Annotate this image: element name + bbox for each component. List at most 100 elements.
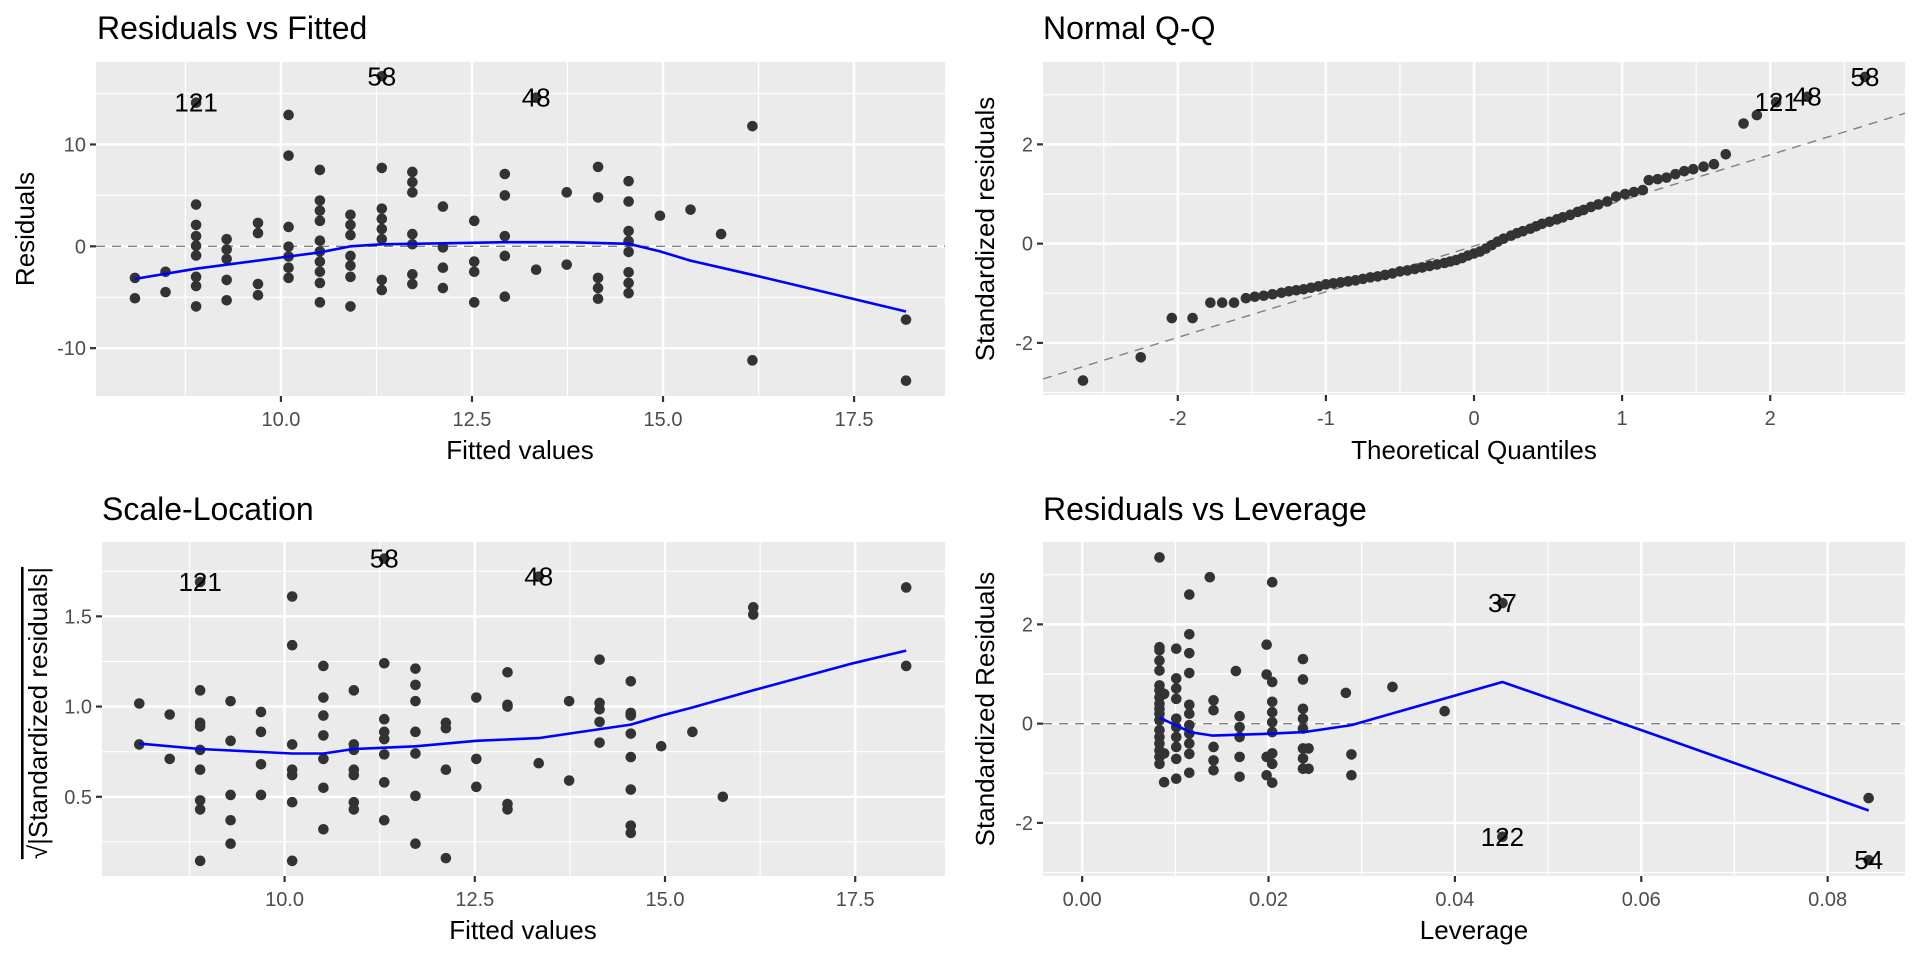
smooth-line [1158,680,1870,812]
plot-area: 0.00 0.02 0.04 0.06 0.08 -2 0 2 37 122 54 [1015,542,1905,911]
data-point [471,781,482,793]
data-point [533,571,545,582]
data-point [1601,196,1613,207]
data-point [437,242,449,253]
y-tick-label: -10 [57,338,86,360]
data-point [1497,831,1508,843]
data-point [623,196,634,207]
data-point [345,209,356,221]
data-point [1077,375,1089,386]
x-axis-title: Leverage [1420,915,1528,945]
data-point [1170,673,1182,684]
data-point [1230,665,1242,677]
point-label: 54 [1854,845,1883,875]
point-label: 37 [1488,588,1517,618]
data-point [1593,199,1604,210]
data-point [1184,738,1195,749]
data-point [747,355,758,366]
data-point [378,713,390,725]
data-point [1303,743,1314,754]
data-point [1135,351,1147,363]
data-point [623,266,634,278]
data-point [314,297,326,308]
data-point [625,751,637,763]
y-tick-label: -2 [1015,333,1033,355]
x-axis-title: Fitted values [449,915,596,945]
data-point [194,795,206,806]
y-axis-title: Residuals [10,172,40,286]
data-point [592,293,604,305]
data-point [1184,708,1195,720]
data-point [1204,571,1216,583]
data-point [1266,726,1278,738]
data-point [376,223,388,235]
data-point [1205,297,1216,308]
data-point [499,230,511,242]
data-point [1154,655,1165,666]
x-tick-label: 1 [1617,408,1628,430]
data-point [345,301,356,312]
data-point [1208,704,1219,716]
data-point [225,838,236,850]
data-point [1652,173,1663,185]
data-point [1859,71,1871,83]
y-axis-title: Standardized residuals [970,97,1000,362]
data-point [502,701,513,712]
smooth-line [139,649,907,755]
y-axis-title: Standardized Residuals [970,572,1000,847]
data-point [502,804,513,815]
data-point [255,789,267,801]
marks [96,70,945,387]
data-point [1266,706,1278,718]
data-point [1698,161,1709,173]
data-point [1266,758,1278,770]
y-tick-label: 0 [75,236,86,258]
reference-line [1043,112,1905,380]
panel-title: Residuals vs Leverage [1043,491,1367,527]
point-label: 48 [522,83,551,113]
data-point [592,192,604,203]
y-tick-label: 2 [1022,614,1033,636]
data-point [1234,751,1245,763]
marks [133,553,912,867]
data-point [625,676,637,687]
data-point [1208,764,1219,776]
data-point [623,246,634,258]
data-point [378,814,390,826]
x-tick-label: 0.02 [1249,889,1288,911]
data-point [1154,665,1165,676]
data-point [345,271,356,283]
data-point [623,175,634,187]
y-tick-label: 1.5 [64,606,92,628]
data-point [190,230,202,242]
data-point [378,553,390,564]
data-point [1770,96,1782,108]
data-point [164,709,176,720]
data-point [1208,695,1219,706]
data-point [437,282,449,294]
data-point [1261,639,1272,651]
x-tick-label: 0.06 [1622,889,1661,911]
data-point [1297,713,1309,724]
panel-background [96,62,945,396]
data-point [623,277,634,289]
data-point [133,698,145,709]
data-point [190,301,202,312]
data-point [1610,191,1622,202]
data-point [410,726,421,738]
data-point [1158,748,1170,759]
data-point [1258,290,1269,302]
data-point [407,269,418,280]
data-point [499,190,511,201]
x-tick-label: 0 [1468,408,1479,430]
data-point [221,274,232,286]
panel-scale-location: 10.0 12.5 15.0 17.5 0.5 1.0 1.5 121 58 48 Scale-L… [23,491,945,945]
x-tick-label: -2 [1169,408,1187,430]
plot-area: 10.0 12.5 15.0 17.5 -10 0 10 121 58 48 [57,61,945,431]
data-point [190,250,202,261]
data-point [1216,297,1228,308]
data-point [221,253,232,265]
data-point [1266,676,1278,688]
data-point [314,215,326,227]
data-point [252,217,264,229]
